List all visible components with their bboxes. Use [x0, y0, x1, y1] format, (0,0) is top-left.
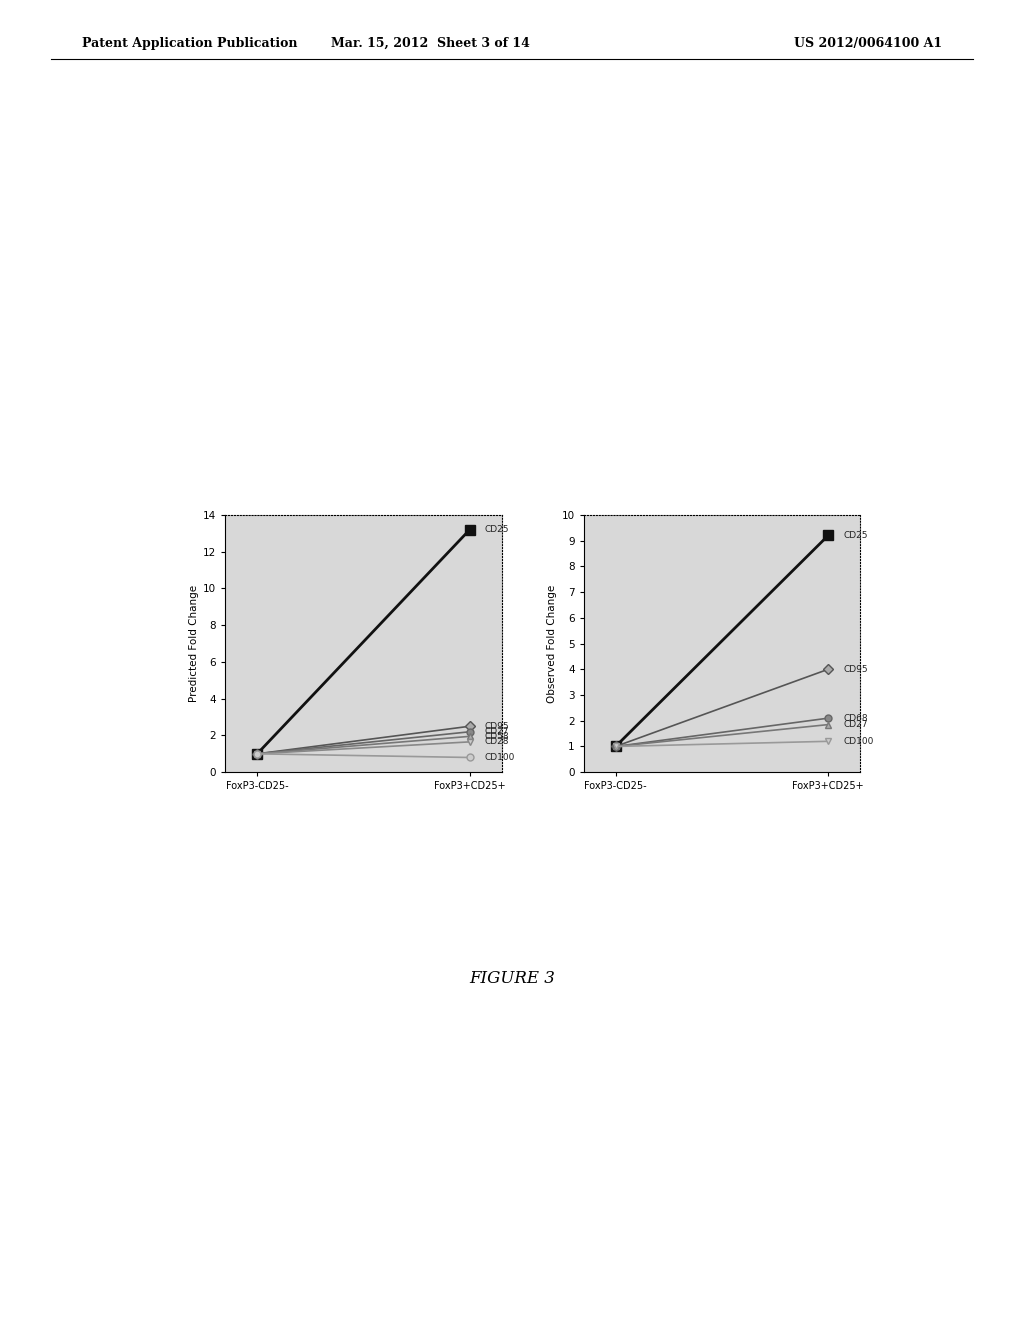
Text: CD27: CD27 — [843, 721, 867, 729]
Text: CD100: CD100 — [484, 752, 515, 762]
Text: CD25: CD25 — [843, 531, 867, 540]
Text: Mar. 15, 2012  Sheet 3 of 14: Mar. 15, 2012 Sheet 3 of 14 — [331, 37, 529, 50]
Text: CD27: CD27 — [484, 727, 509, 737]
Text: CD28: CD28 — [484, 738, 509, 746]
Text: CD95: CD95 — [843, 665, 867, 673]
Y-axis label: Predicted Fold Change: Predicted Fold Change — [188, 585, 199, 702]
Text: US 2012/0064100 A1: US 2012/0064100 A1 — [794, 37, 942, 50]
Text: CD68: CD68 — [843, 714, 867, 722]
Y-axis label: Observed Fold Change: Observed Fold Change — [548, 585, 557, 702]
Text: FIGURE 3: FIGURE 3 — [469, 970, 555, 987]
Text: CD25: CD25 — [484, 525, 509, 535]
Text: CD95: CD95 — [484, 722, 509, 731]
Text: Patent Application Publication: Patent Application Publication — [82, 37, 297, 50]
Text: CD100: CD100 — [843, 737, 873, 746]
Text: CD58: CD58 — [484, 731, 509, 741]
